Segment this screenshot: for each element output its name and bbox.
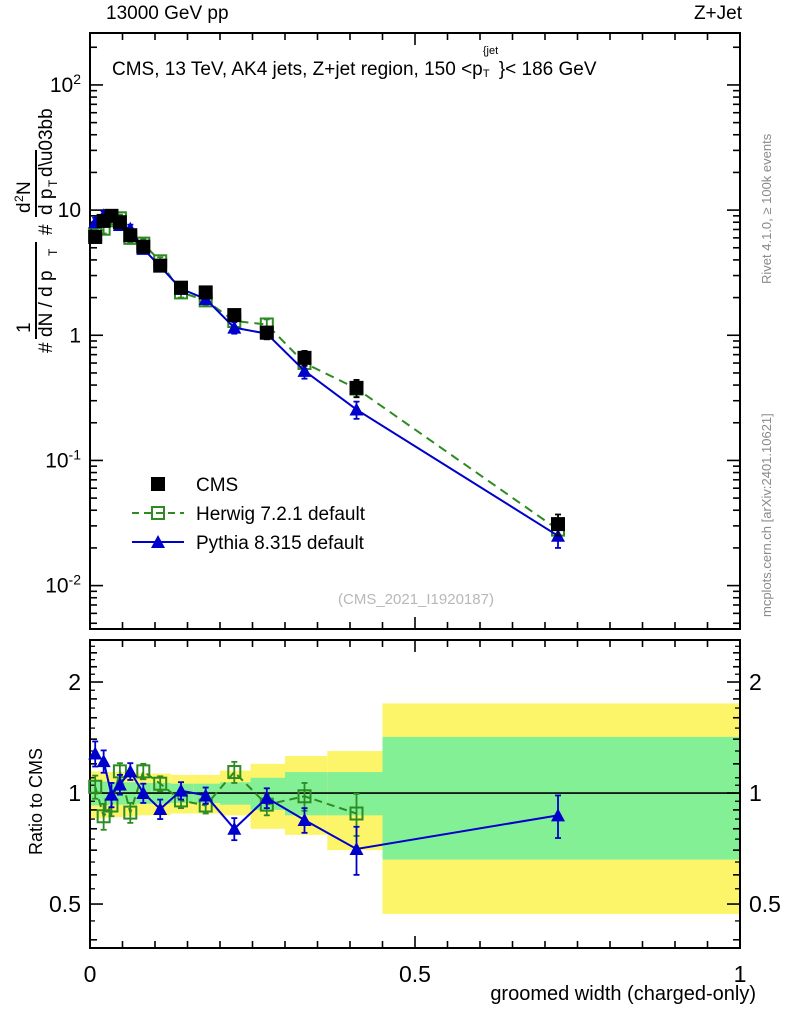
data-marker-triangle xyxy=(153,802,168,816)
y-tick-label-ratio-right: 1 xyxy=(749,780,762,806)
side-label-mcplots-text: mcplots.cern.ch [arXiv:2401.10621] xyxy=(759,413,774,617)
data-marker-square xyxy=(88,229,103,244)
data-marker-triangle xyxy=(112,777,127,791)
header-left-label: 13000 GeV pp xyxy=(106,3,229,24)
y-title-sup-2: 2 xyxy=(12,195,26,202)
data-marker-triangle xyxy=(198,788,213,802)
data-marker-triangle xyxy=(227,320,242,334)
data-marker-triangle xyxy=(151,535,165,548)
x-tick-label: 0.5 xyxy=(399,961,431,987)
y-tick-label-main: 10-2 xyxy=(45,572,81,598)
data-marker-open-square xyxy=(151,506,165,520)
x-axis-title: groomed width (charged-only) xyxy=(490,983,756,1005)
data-marker-open-square xyxy=(227,765,242,780)
data-marker-triangle xyxy=(297,813,312,827)
y-title-d2n: d xyxy=(14,202,35,213)
data-marker-triangle xyxy=(104,787,119,801)
y-tick-label-ratio-right: 0.5 xyxy=(749,891,781,917)
data-marker-square xyxy=(153,258,168,273)
analysis-watermark: (CMS_2021_I1920187) xyxy=(338,591,494,608)
y-title-one: 1 xyxy=(14,322,35,333)
data-marker-square xyxy=(297,350,312,365)
data-marker-triangle xyxy=(88,746,103,760)
y-tick-label-main: 1 xyxy=(69,324,81,347)
data-marker-square xyxy=(136,239,151,254)
y-tick-label-ratio: 2 xyxy=(68,669,81,695)
data-marker-triangle xyxy=(174,783,188,797)
y-tick-label-main: 10 xyxy=(58,199,81,222)
y-title-hash1: # xyxy=(36,342,57,353)
data-marker-square xyxy=(227,308,242,323)
side-label-rivet-text: Rivet 4.1.0, ≥ 100k events xyxy=(759,133,774,284)
data-marker-open-square xyxy=(123,805,138,820)
ratio-band-green xyxy=(382,736,740,860)
data-marker-square xyxy=(198,285,213,300)
y-title-n: N xyxy=(14,181,35,195)
side-label-mcplots: mcplots.cern.ch [arXiv:2401.10621] xyxy=(755,325,783,625)
plot-title: CMS, 13 TeV, AK4 jets, Z+jet region, 150… xyxy=(112,45,597,81)
y-axis-title-ratio: Ratio to CMS xyxy=(24,700,50,880)
data-marker-open-square xyxy=(349,806,364,821)
plot-title-main: CMS, 13 TeV, AK4 jets, Z+jet region, 150… xyxy=(112,59,483,80)
data-marker-triangle xyxy=(136,786,151,800)
data-marker-square xyxy=(259,325,274,340)
y-tick-label-ratio: 0.5 xyxy=(49,891,81,917)
legend-label-2: Pythia 8.315 default xyxy=(196,533,365,554)
data-marker-triangle xyxy=(123,764,138,778)
y-tick-label-ratio: 1 xyxy=(68,780,81,806)
data-marker-square xyxy=(551,517,565,532)
data-marker-triangle xyxy=(259,790,274,804)
y-tick-label-ratio-right: 2 xyxy=(749,669,762,695)
data-marker-triangle xyxy=(297,363,312,377)
data-marker-open-square xyxy=(297,789,312,804)
y-title-sub-t1: T xyxy=(46,248,58,256)
plot-title-subscript: T xyxy=(482,68,490,80)
data-marker-triangle xyxy=(551,808,565,822)
y-title-dn-dpt: dN / d p xyxy=(36,270,57,337)
data-marker-open-square xyxy=(153,776,168,791)
y-title-dlambda: d\u03bb xyxy=(36,108,57,177)
plot-title-superscript: {jet xyxy=(482,45,499,57)
x-tick-label: 0 xyxy=(84,961,97,987)
data-marker-square xyxy=(349,380,364,395)
side-label-rivet: Rivet 4.1.0, ≥ 100k events xyxy=(755,40,783,290)
data-marker-square xyxy=(174,280,188,295)
data-marker-square xyxy=(151,477,165,491)
legend-label-1: Herwig 7.2.1 default xyxy=(196,504,366,525)
data-marker-triangle xyxy=(349,842,364,856)
plot-title-tail: }< 186 GeV xyxy=(498,59,597,80)
main-panel-frame xyxy=(89,32,741,630)
data-marker-square xyxy=(123,228,138,243)
data-marker-square xyxy=(112,215,127,230)
data-marker-open-square xyxy=(136,764,151,779)
y-tick-label-main: 10-1 xyxy=(45,446,81,472)
header-right-label: Z+Jet xyxy=(693,3,742,24)
x-tick-label: 1 xyxy=(734,961,747,987)
legend-label-0: CMS xyxy=(196,475,238,496)
data-marker-triangle xyxy=(349,402,364,416)
y-axis-title-ratio-text: Ratio to CMS xyxy=(26,748,46,855)
data-marker-triangle xyxy=(96,754,111,768)
y-title-dpt-dlambda: d p xyxy=(36,189,57,215)
data-marker-triangle xyxy=(227,821,242,835)
y-title-hash2: # xyxy=(36,224,57,235)
data-marker-open-square xyxy=(88,779,103,794)
y-title-sub-t2: T xyxy=(46,179,58,187)
y-axis-title-main: # 1 dN / d p T # d 2 N d p T d\u03bb xyxy=(0,30,58,353)
y-tick-label-main: 102 xyxy=(50,71,81,97)
